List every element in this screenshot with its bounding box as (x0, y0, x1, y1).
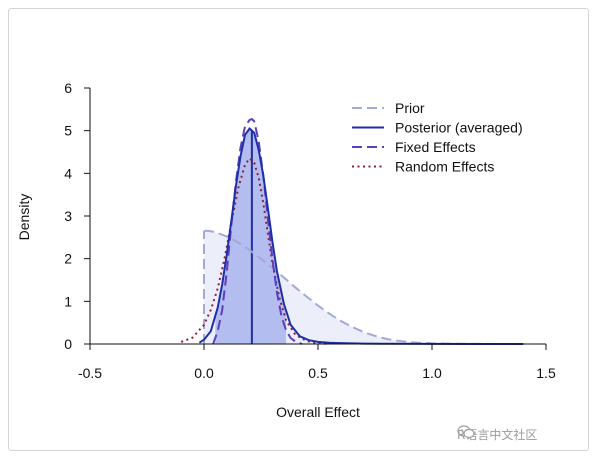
y-tick-label: 1 (64, 293, 72, 309)
y-tick-label: 5 (64, 123, 72, 139)
y-tick-label: 2 (64, 251, 72, 267)
axes: -0.5 0.0 0.5 1.0 1.5 0 1 2 3 4 5 6 (64, 80, 556, 381)
y-tick-label: 0 (64, 336, 72, 352)
y-axis-title: Density (16, 194, 32, 241)
x-tick-label: 1.5 (536, 365, 556, 381)
chart-frame (8, 8, 589, 451)
legend: Prior Posterior (averaged) Fixed Effects Ra… (352, 100, 523, 175)
y-tick-label: 6 (64, 80, 72, 96)
y-tick-label: 3 (64, 208, 72, 224)
watermark-text: R语言中文社区 (457, 427, 538, 442)
y-tick-label: 4 (64, 165, 72, 181)
legend-label: Prior (395, 100, 425, 116)
wechat-icon (457, 425, 475, 439)
x-tick-label: 0.0 (194, 365, 214, 381)
x-tick-label: 0.5 (308, 365, 328, 381)
legend-label: Fixed Effects (395, 139, 476, 155)
x-tick-label: 1.0 (422, 365, 442, 381)
watermark: R语言中文社区 (457, 425, 537, 443)
legend-label: Posterior (averaged) (395, 120, 523, 136)
legend-label: Random Effects (395, 159, 494, 175)
series-line-fixed-effects (212, 117, 303, 345)
series-line-random-effects (180, 156, 330, 345)
credible-interval-area (215, 128, 287, 344)
line-layer (180, 117, 524, 345)
fill-layer (204, 128, 524, 344)
series-line-posterior-averaged (198, 126, 524, 345)
x-axis-title: Overall Effect (276, 404, 360, 420)
x-tick-label: -0.5 (78, 365, 102, 381)
